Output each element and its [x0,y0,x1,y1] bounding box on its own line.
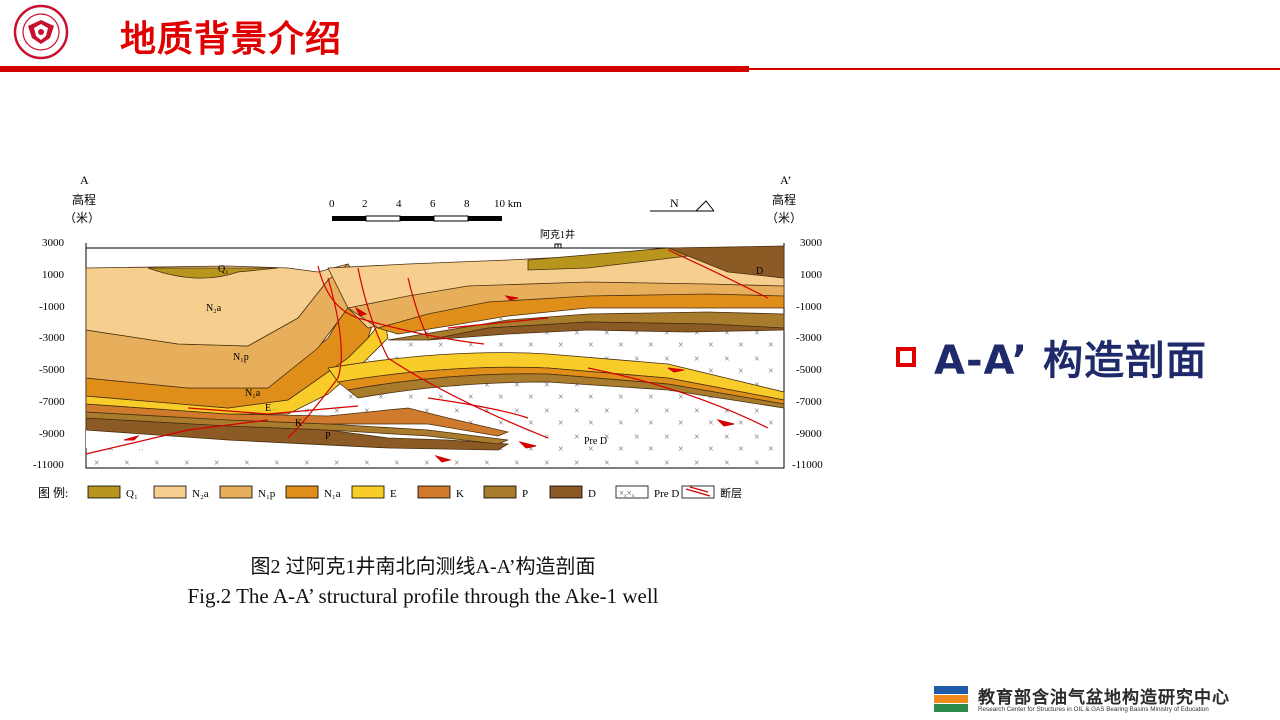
legend-item: P [483,485,528,500]
scale-tick-label: 8 [464,198,470,210]
legend-fault-symbol [685,486,711,497]
right-axis: 3000 1000 -1000 -3000 -5000 -7000 -9000 … [783,237,823,471]
unit-label: P [325,431,331,442]
legend-swatch [219,485,253,499]
unit-label: N₁p [233,352,249,363]
unit-label: Pre D [584,436,607,447]
square-bullet-icon [896,347,916,367]
left-axis: 3000 1000 -1000 -3000 -5000 -7000 -9000 … [33,237,87,471]
legend-label: N₂a [192,488,209,500]
y-tick-label: 3000 [42,237,65,249]
legend-swatch [351,485,385,499]
unit-label: N₁a [245,388,261,399]
footer-org-name-cn: 教育部含油气盆地构造研究中心 [978,688,1230,708]
section-heading-text: A-A’ 构造剖面 [934,338,1207,384]
legend-swatch [549,485,583,499]
legend-item: D [549,485,596,500]
legend-item: 断层 [681,485,742,500]
y-tick-label: -7000 [796,396,822,408]
unit-label: E [265,403,271,414]
legend-label: N₁p [258,488,276,500]
y-tick-label: -1000 [39,301,65,313]
y-tick-label: -9000 [39,428,65,440]
structural-profile-figure: × × A 高程 （米） A’ 高程 （米） 0 2 4 6 8 10 km N… [33,173,823,500]
scale-bar: 0 2 4 6 8 10 km [329,198,522,222]
legend-item: N₁p [219,485,276,500]
legend-item: E [351,485,397,500]
research-center-logo [934,686,968,712]
y-tick-label: -3000 [39,332,65,344]
legend-label: P [522,488,528,500]
y-tick-label: 1000 [42,269,65,281]
unit-label: K [295,418,303,429]
scale-tick-label: 0 [329,198,335,210]
unit-label: N₂a [206,303,222,314]
cross-section [85,245,785,469]
page-title: 地质背景介绍 [120,19,343,60]
legend-item: ×ₓ×ₓ Pre D [615,485,679,500]
legend-label: 断层 [720,486,742,500]
legend-swatch [153,485,187,499]
left-unit-label: （米） [64,211,100,225]
y-tick-label: -9000 [796,428,822,440]
y-tick-label: -5000 [39,364,65,376]
legend-item: N₁a [285,485,341,500]
y-tick-label: -3000 [796,332,822,344]
scale-tick-label: 6 [430,198,436,210]
header-rule-thick [0,66,749,72]
well-label: 阿克1井 [540,228,575,241]
y-tick-label: -1000 [796,301,822,313]
right-unit-label: （米） [766,211,802,225]
scale-tick-label: 10 km [494,198,522,210]
legend-label: D [588,488,596,500]
left-elevation-label: 高程 [72,192,96,207]
unit-label: D [756,266,763,277]
legend-item: Q₁ [87,485,138,500]
y-tick-label: -7000 [39,396,65,408]
legend: 图 例: Q₁ N₂a N₁p N₁a E K P D ×ₓ×ₓ Pre D 断层 [38,485,742,500]
y-tick-label: 3000 [800,237,823,249]
north-label: N [670,196,679,210]
legend-swatch [417,485,451,499]
north-arrow-icon: N [650,196,715,212]
y-tick-label: 1000 [800,269,823,281]
unit-labels: Q₁ N₂a N₁p N₁a E K P D Pre D [206,264,763,447]
y-tick-label: -11000 [792,459,823,471]
legend-swatch [615,485,649,499]
legend-cross-pattern: ×ₓ×ₓ [619,488,635,498]
figure-caption-cn: 图2 过阿克1井南北向测线A-A’构造剖面 [250,556,596,578]
legend-swatch [285,485,319,499]
legend-label: N₁a [324,488,341,500]
legend-item: K [417,485,464,500]
legend-title: 图 例: [38,486,68,500]
scale-tick-label: 4 [396,198,402,210]
y-tick-label: -11000 [33,459,64,471]
legend-label: Pre D [654,488,679,500]
legend-label: K [456,488,464,500]
university-seal-logo [13,4,69,60]
legend-label: E [390,488,397,500]
legend-swatch [483,485,517,499]
left-end-label: A [80,173,89,187]
legend-item: N₂a [153,485,209,500]
footer-org-name-en: Research Center for Structures in OIL & … [978,706,1209,713]
unit-label: Q₁ [218,264,229,275]
legend-swatch [87,485,121,499]
header-rule-thin [749,68,1280,70]
scale-tick-label: 2 [362,198,368,210]
y-tick-label: -5000 [796,364,822,376]
figure-caption-en: Fig.2 The A-A’ structural profile throug… [187,584,659,608]
right-end-label: A’ [780,173,791,187]
right-elevation-label: 高程 [772,192,796,207]
section-heading: A-A’ 构造剖面 [896,328,1207,386]
legend-label: Q₁ [126,488,138,500]
